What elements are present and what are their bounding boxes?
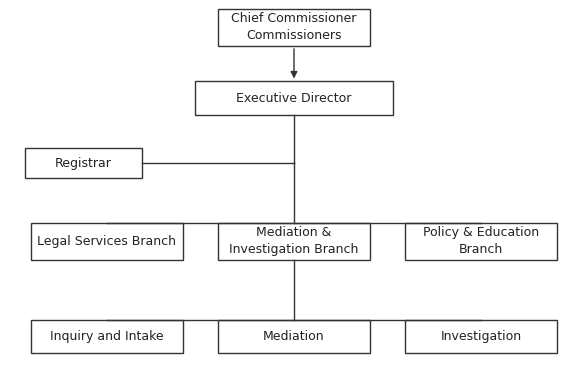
FancyBboxPatch shape [25,148,142,178]
FancyBboxPatch shape [31,320,183,353]
Text: Executive Director: Executive Director [236,92,352,105]
FancyBboxPatch shape [218,9,370,46]
Text: Inquiry and Intake: Inquiry and Intake [50,330,163,343]
Text: Chief Commissioner
Commissioners: Chief Commissioner Commissioners [231,12,357,42]
Text: Mediation &
Investigation Branch: Mediation & Investigation Branch [229,226,359,256]
FancyBboxPatch shape [218,223,370,260]
Text: Registrar: Registrar [55,157,112,170]
Text: Policy & Education
Branch: Policy & Education Branch [423,226,539,256]
Text: Investigation: Investigation [441,330,522,343]
FancyBboxPatch shape [195,81,393,115]
Text: Legal Services Branch: Legal Services Branch [37,235,176,248]
FancyBboxPatch shape [31,223,183,260]
FancyBboxPatch shape [405,320,557,353]
FancyBboxPatch shape [405,223,557,260]
FancyBboxPatch shape [218,320,370,353]
Text: Mediation: Mediation [263,330,325,343]
